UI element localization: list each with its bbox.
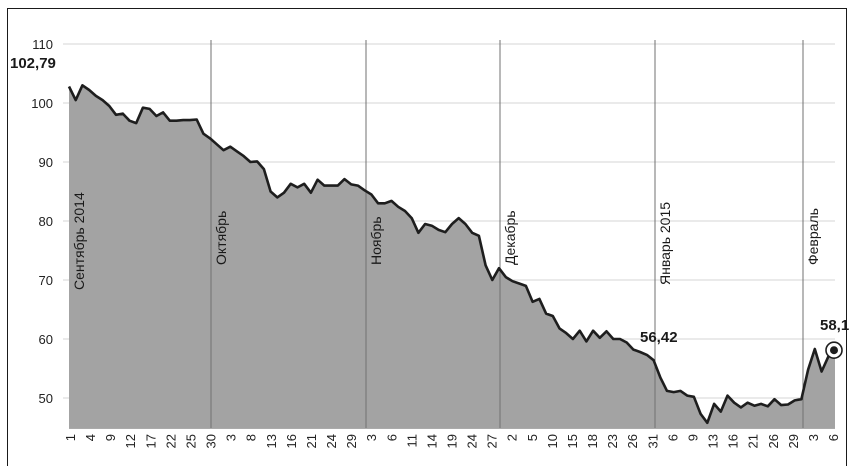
x-tick-label: 29 [786, 434, 801, 448]
x-tick-label: 3 [806, 434, 821, 441]
x-tick-label: 21 [746, 434, 761, 448]
y-tick-label: 90 [39, 155, 53, 170]
x-tick-label: 13 [264, 434, 279, 448]
x-tick-label: 26 [766, 434, 781, 448]
x-tick-label: 5 [525, 434, 540, 441]
end-point-dot [830, 346, 838, 355]
x-tick-label: 16 [284, 434, 299, 448]
x-tick-label: 13 [706, 434, 721, 448]
y-tick-label: 70 [39, 273, 53, 288]
x-tick-label: 22 [163, 434, 178, 448]
x-tick-label: 25 [184, 434, 199, 448]
x-tick-label: 29 [344, 434, 359, 448]
month-label: Февраль [805, 208, 821, 265]
x-tick-label: 1 [63, 434, 78, 441]
x-tick-label: 6 [826, 434, 841, 441]
x-tick-label: 24 [324, 434, 339, 448]
month-label: Декабрь [502, 210, 518, 265]
x-tick-label: 3 [364, 434, 379, 441]
x-tick-label: 2 [505, 434, 520, 441]
annotation-end-value: 58,1 [820, 317, 849, 334]
series-line [67, 84, 836, 425]
x-tick-label: 17 [143, 434, 158, 448]
x-tick-label: 15 [565, 434, 580, 448]
annotation-january-value: 56,42 [640, 329, 678, 346]
month-label: Ноябрь [368, 216, 384, 265]
x-tick-label: 19 [445, 434, 460, 448]
x-tick-label: 6 [665, 434, 680, 441]
x-tick-label: 27 [485, 434, 500, 448]
y-tick-label: 80 [39, 214, 53, 229]
x-tick-label: 3 [224, 434, 239, 441]
x-tick-label: 8 [244, 434, 259, 441]
x-tick-label: 30 [204, 434, 219, 448]
month-label: Октябрь [213, 211, 229, 265]
x-tick-label: 9 [103, 434, 118, 441]
x-tick-label: 16 [726, 434, 741, 448]
x-tick-label: 18 [585, 434, 600, 448]
x-tick-label: 6 [384, 434, 399, 441]
x-tick-label: 21 [304, 434, 319, 448]
annotation-start-value: 102,79 [10, 55, 56, 72]
x-tick-label: 9 [685, 434, 700, 441]
x-tick-label: 10 [545, 434, 560, 448]
month-label: Январь 2015 [657, 202, 673, 285]
x-tick-label: 26 [625, 434, 640, 448]
x-tick-label: 11 [404, 434, 419, 448]
x-tick-label: 24 [465, 434, 480, 448]
month-label: Сентябрь 2014 [71, 192, 87, 290]
y-tick-label: 60 [39, 332, 53, 347]
x-tick-label: 12 [123, 434, 138, 448]
y-tick-label: 50 [39, 391, 53, 406]
x-tick-label: 4 [83, 434, 98, 441]
x-tick-label: 23 [605, 434, 620, 448]
y-tick-label: 100 [31, 96, 53, 111]
x-tick-label: 14 [424, 434, 439, 448]
y-tick-label: 110 [32, 37, 53, 52]
series-area [69, 85, 835, 429]
x-tick-label: 31 [645, 434, 660, 448]
